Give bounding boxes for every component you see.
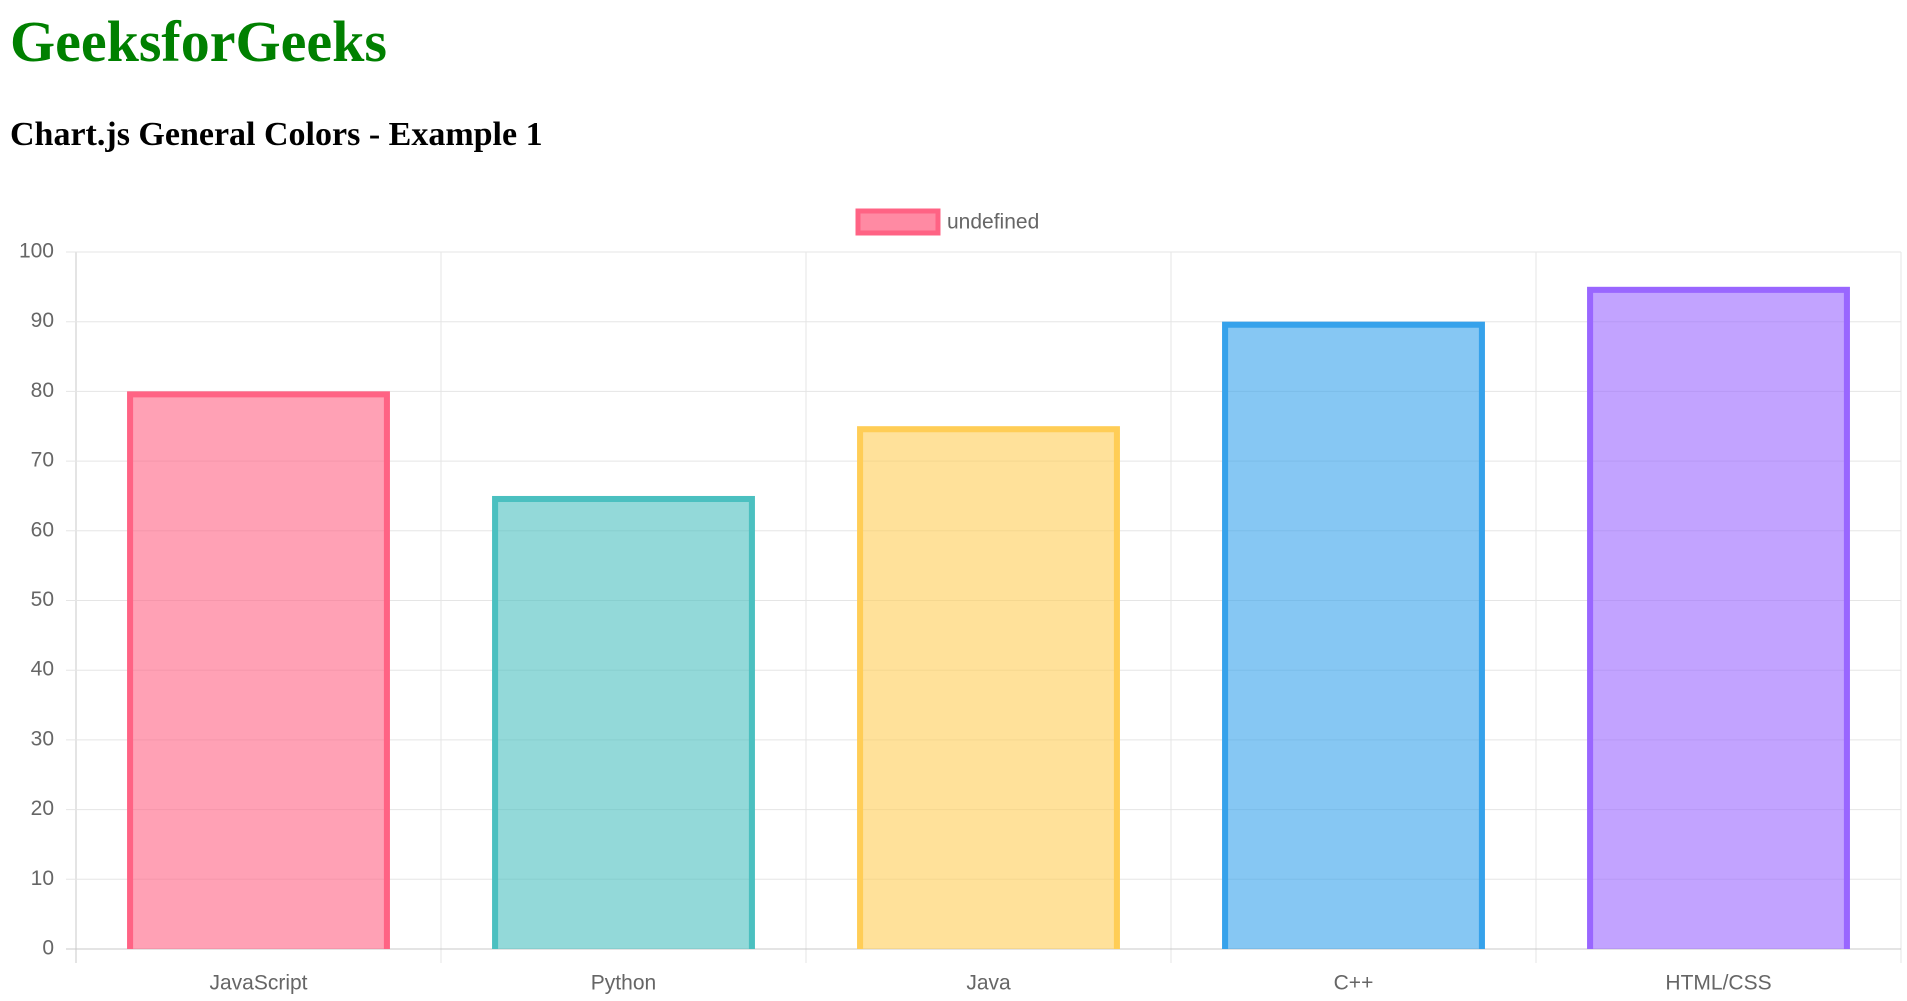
y-tick-label: 20 — [31, 797, 54, 820]
y-tick-label: 30 — [31, 727, 54, 750]
x-tick-label: JavaScript — [209, 972, 307, 995]
bar — [1587, 286, 1850, 950]
bar-border — [857, 426, 1120, 949]
bar-border — [492, 495, 755, 949]
site-title: GeeksforGeeks — [10, 9, 387, 74]
bar — [492, 495, 755, 949]
x-tick-label: C++ — [1334, 972, 1374, 995]
bar-border — [1222, 321, 1485, 949]
bar — [127, 391, 390, 949]
bar-border — [1587, 286, 1850, 949]
y-tick-label: 80 — [31, 379, 54, 402]
legend-swatch — [855, 208, 941, 236]
y-tick-label: 50 — [31, 588, 54, 611]
y-tick-label: 100 — [19, 240, 54, 263]
bar-border — [127, 391, 390, 949]
y-tick-label: 90 — [31, 309, 54, 332]
y-tick-label: 0 — [42, 937, 54, 960]
bar — [1222, 321, 1485, 949]
y-tick-label: 10 — [31, 867, 54, 890]
y-tick-label: 70 — [31, 449, 54, 472]
x-tick-label: Python — [591, 972, 656, 995]
x-tick-label: Java — [966, 972, 1011, 995]
page-subtitle: Chart.js General Colors - Example 1 — [10, 116, 543, 153]
x-tick-label: HTML/CSS — [1665, 972, 1771, 995]
y-tick-label: 40 — [31, 658, 54, 681]
legend-label: undefined — [947, 211, 1039, 234]
y-tick-label: 60 — [31, 518, 54, 541]
bar — [857, 426, 1120, 949]
